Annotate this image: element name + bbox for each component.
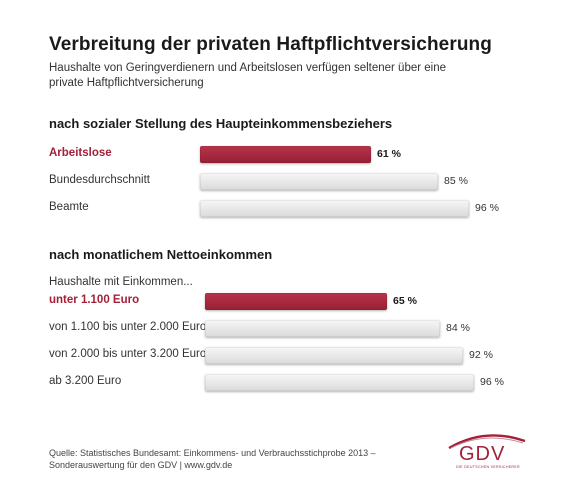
gdv-logo: GDV DIE DEUTSCHEN VERSICHERER: [447, 433, 526, 473]
logo-subtext: DIE DEUTSCHEN VERSICHERER: [456, 465, 520, 469]
bar: [205, 374, 474, 391]
category-label: unter 1.100 Euro: [49, 294, 140, 306]
bar: [200, 173, 438, 190]
chart-subtitle: Haushalte von Geringverdienern und Arbei…: [49, 62, 447, 89]
category-label: von 2.000 bis unter 3.200 Euro: [49, 348, 207, 360]
category-label: Beamte: [49, 201, 89, 213]
value-label: 92 %: [469, 349, 493, 361]
bar: [205, 347, 463, 364]
value-label: 96 %: [480, 376, 504, 388]
bar: [205, 320, 440, 337]
category-label: ab 3.200 Euro: [49, 375, 122, 387]
section-title-social: nach sozialer Stellung des Haupteinkomme…: [49, 116, 393, 131]
value-label: 65 %: [393, 295, 417, 307]
chart-title: Verbreitung der privaten Haftpflichtvers…: [49, 34, 492, 55]
value-label: 96 %: [475, 202, 499, 214]
value-label: 61 %: [377, 148, 401, 160]
value-label: 85 %: [444, 175, 468, 187]
income-note: Haushalte mit Einkommen...: [49, 276, 193, 288]
category-label: Bundesdurchschnitt: [49, 174, 151, 186]
section-title-income: nach monatlichem Nettoeinkommen: [49, 247, 273, 262]
bar: [200, 146, 371, 163]
category-label: Arbeitslose: [49, 147, 112, 159]
bar: [200, 200, 469, 217]
source-note: Quelle: Statistisches Bundesamt: Einkomm…: [49, 448, 376, 470]
bar: [205, 293, 387, 310]
value-label: 84 %: [446, 322, 470, 334]
logo-text: GDV: [459, 443, 506, 465]
category-label: von 1.100 bis unter 2.000 Euro: [49, 321, 207, 333]
logo-arc-icon: [448, 434, 526, 449]
